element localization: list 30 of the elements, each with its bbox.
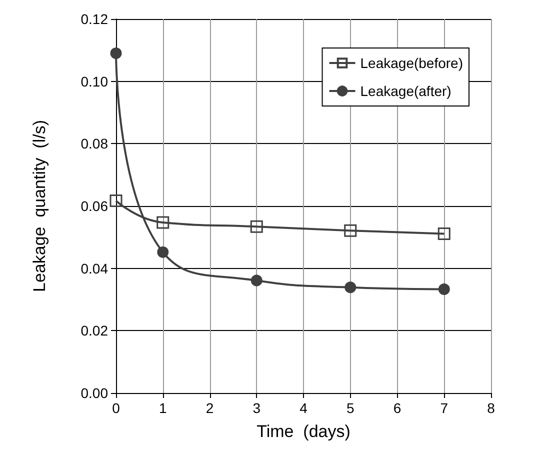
y-tick-label: 0.02 <box>80 322 108 339</box>
point <box>250 220 263 233</box>
point <box>157 246 169 258</box>
x-tick-label: 7 <box>440 400 448 416</box>
y-tick-label: 0.08 <box>80 136 108 152</box>
x-tick-label: 6 <box>393 400 402 416</box>
y-tick-label: 0.06 <box>80 198 108 214</box>
y-tick-label: 0.12 <box>80 11 108 27</box>
y-axis-title: Leakage quantity (l/s) <box>30 120 49 292</box>
x-tick-label: 1 <box>158 400 167 416</box>
legend-label: Leakage(before) <box>360 55 464 71</box>
point <box>438 227 450 240</box>
point <box>110 194 122 207</box>
point <box>110 48 122 60</box>
x-tick-label: 0 <box>112 400 120 416</box>
point <box>250 274 262 286</box>
x-tick-label: 2 <box>206 400 214 416</box>
x-tick-label: 8 <box>487 400 496 416</box>
x-tick-label: 5 <box>346 400 354 416</box>
y-tick-label: 0.10 <box>80 73 108 90</box>
legend-label: Leakage(after) <box>360 83 452 99</box>
x-axis-title: Time (days) <box>256 422 350 441</box>
point <box>344 282 356 294</box>
y-tick-label: 0.00 <box>80 385 108 401</box>
y-tick-label: 0.04 <box>80 260 108 276</box>
point <box>156 216 170 229</box>
point <box>438 283 450 295</box>
x-tick-label: 4 <box>300 400 308 416</box>
point <box>344 224 357 237</box>
x-tick-label: 3 <box>252 400 261 416</box>
